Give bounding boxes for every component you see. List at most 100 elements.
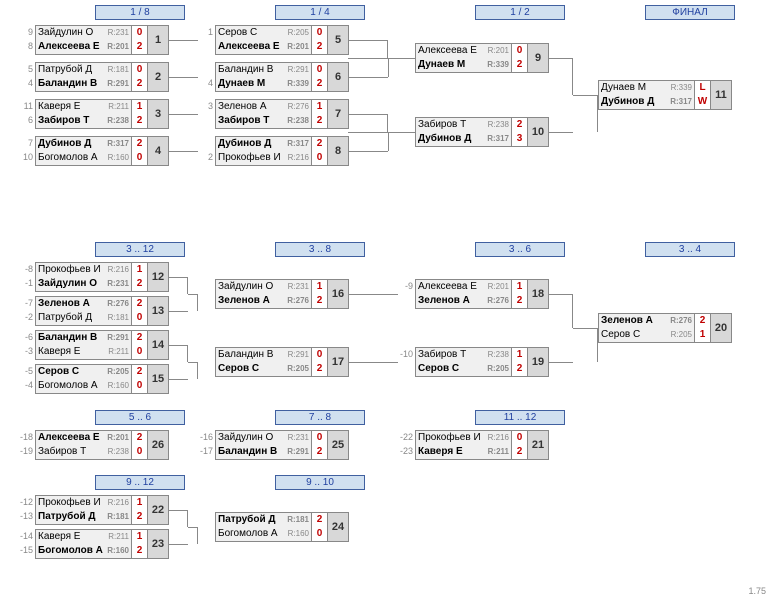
match-number: 9 [527, 43, 549, 73]
player-score: 0 [132, 63, 147, 77]
match-number: 15 [147, 364, 169, 394]
player-score: 2 [512, 362, 527, 376]
player-name: Богомолов А [38, 379, 106, 393]
player-name: Дубинов Д [601, 95, 668, 109]
player-rating: R:181 [106, 63, 129, 77]
player-rating: R:276 [668, 314, 692, 328]
match: 98Зайдулин ОR:231Алексеева ЕR:201021 [18, 25, 169, 55]
player-name: Серов С [218, 362, 285, 376]
version-label: 1.75 [748, 586, 766, 596]
player-row: Баландин ВR:291 [216, 63, 311, 77]
player-score: 0 [132, 26, 147, 40]
match-number: 17 [327, 347, 349, 377]
player-row: Алексеева ЕR:201 [416, 280, 511, 294]
bracket-connector [573, 328, 598, 362]
player-name: Баландин В [218, 445, 285, 459]
player-score: 2 [132, 114, 147, 128]
bracket-connector [573, 95, 598, 132]
player-name: Баландин В [218, 63, 286, 77]
player-score: 2 [512, 294, 527, 308]
seed: -16 [198, 430, 215, 444]
match: 116Каверя ЕR:211Забиров ТR:238123 [18, 99, 169, 129]
player-row: Каверя ЕR:211 [36, 345, 131, 359]
seed [198, 136, 215, 150]
bracket-connector [168, 114, 198, 115]
player-score: 2 [312, 445, 327, 459]
player-score: 2 [132, 77, 147, 91]
match-number: 19 [527, 347, 549, 377]
player-rating: R:205 [485, 362, 509, 376]
player-name: Зайдулин О [38, 277, 105, 291]
player-score: 0 [312, 527, 327, 541]
player-rating: R:211 [106, 345, 129, 359]
match: -7-2Зеленов АR:276Патрубой ДR:1812013 [18, 296, 169, 326]
bracket-connector [348, 58, 415, 59]
player-score: 0 [312, 26, 327, 40]
player-score: 2 [132, 365, 147, 379]
player-score: 0 [132, 151, 147, 165]
bracket-connector [348, 294, 398, 295]
seed: -4 [18, 378, 35, 392]
player-row: Зеленов АR:276 [216, 294, 311, 308]
player-score: 0 [132, 379, 147, 393]
player-score: 1 [132, 263, 147, 277]
bracket-connector [348, 132, 415, 133]
player-name: Зеленов А [418, 294, 485, 308]
player-row: Каверя ЕR:211 [416, 445, 511, 459]
player-rating: R:160 [286, 527, 309, 541]
player-rating: R:211 [486, 445, 509, 459]
match-number: 25 [327, 430, 349, 460]
player-score: 2 [312, 40, 327, 54]
match-number: 13 [147, 296, 169, 326]
seed [398, 293, 415, 307]
player-score: 2 [132, 137, 147, 151]
match-number: 7 [327, 99, 349, 129]
seed [198, 279, 215, 293]
player-rating: R:211 [106, 100, 129, 114]
bracket-connector [348, 151, 388, 152]
round-header: 7 .. 8 [275, 410, 365, 425]
match: -14-15Каверя ЕR:211Богомолов АR:1601223 [18, 529, 169, 559]
player-rating: R:238 [285, 114, 309, 128]
player-score: 1 [695, 328, 710, 342]
player-score: 2 [132, 297, 147, 311]
match-number: 23 [147, 529, 169, 559]
player-rating: R:238 [486, 118, 509, 132]
player-row: Баландин ВR:291 [36, 331, 131, 345]
player-rating: R:231 [286, 280, 309, 294]
bracket-connector [168, 77, 198, 78]
match-number: 1 [147, 25, 169, 55]
player-rating: R:201 [486, 280, 509, 294]
player-name: Зеленов А [38, 297, 105, 311]
player-row: Зайдулин ОR:231 [36, 277, 131, 291]
player-rating: R:231 [105, 277, 129, 291]
player-rating: R:205 [286, 26, 309, 40]
player-row: Дунаев МR:339 [416, 58, 511, 72]
player-score: W [695, 95, 710, 109]
player-rating: R:291 [286, 348, 309, 362]
seed: -13 [18, 509, 35, 523]
player-rating: R:339 [485, 58, 509, 72]
player-row: Зеленов АR:276 [216, 100, 311, 114]
player-score: L [695, 81, 710, 95]
seed: -9 [398, 279, 415, 293]
player-score: 1 [132, 530, 147, 544]
bracket-connector [168, 379, 188, 380]
player-score: 1 [132, 496, 147, 510]
player-rating: R:317 [668, 95, 692, 109]
match-number: 26 [147, 430, 169, 460]
player-row: Зайдулин ОR:231 [36, 26, 131, 40]
seed [198, 39, 215, 53]
player-name: Баландин В [38, 331, 105, 345]
player-name: Серов С [601, 328, 669, 342]
player-score: 2 [312, 362, 327, 376]
match-number: 12 [147, 262, 169, 292]
round-header: 3 .. 4 [645, 242, 735, 257]
seed [198, 526, 215, 540]
round-header: 9 .. 12 [95, 475, 185, 490]
player-score: 2 [312, 137, 327, 151]
seed: -6 [18, 330, 35, 344]
player-name: Зеленов А [601, 314, 668, 328]
player-name: Забиров Т [418, 118, 486, 132]
seed: -7 [18, 296, 35, 310]
